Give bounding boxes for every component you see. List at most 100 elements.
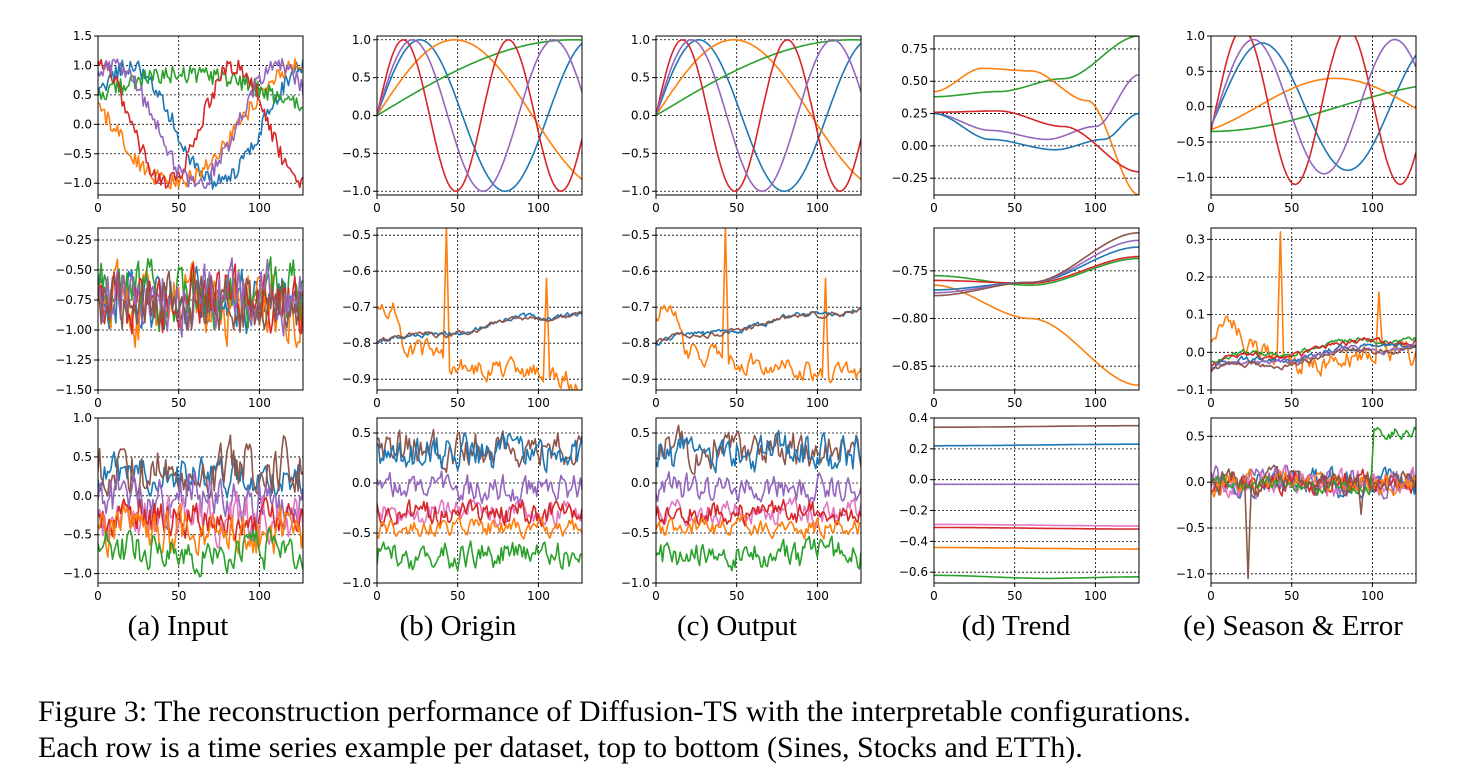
y-tick-label: 0.0 [631,476,650,490]
caption-output: (c) Output [677,610,797,642]
y-tick-label: −0.5 [342,228,371,242]
y-tick-label: 1.0 [631,33,650,47]
series-line [1211,42,1416,172]
y-tick-label: 0.2 [909,442,928,456]
series-line [934,526,1139,530]
y-tick-label: −0.5 [621,146,650,160]
y-tick-label: 0.2 [1186,270,1205,284]
x-tick-label: 0 [373,201,381,215]
caption-trend: (d) Trend [961,610,1071,642]
y-tick-label: −0.5 [1176,135,1205,149]
axes-frame [1210,35,1417,196]
axes-frame [933,35,1140,196]
series-line [656,515,861,540]
y-tick-label: 1.0 [1186,29,1205,43]
y-tick-label: 0.0 [73,489,92,503]
axes-frame [655,227,862,391]
x-tick-label: 0 [94,201,102,215]
y-tick-label: 0.75 [901,42,928,56]
caption-line-1: Figure 3: The reconstruction performance… [38,695,1191,728]
y-tick-label: −0.1 [1176,383,1205,397]
series-line [1211,336,1416,364]
series-line [656,228,861,384]
y-tick-label: −1.50 [55,383,92,397]
x-tick-label: 50 [1007,589,1022,600]
series-line [934,67,1139,195]
y-tick-label: −1.0 [63,176,92,190]
y-tick-label: 0.5 [1186,64,1205,78]
x-tick-label: 100 [1084,396,1107,410]
series-line [98,526,303,578]
caption-line-2: Each row is a time series example per da… [38,731,1083,764]
y-tick-label: 0.00 [901,139,928,153]
axes-frame [97,35,304,196]
y-tick-label: 0.5 [352,71,371,85]
x-tick-label: 100 [1361,396,1384,410]
panel-etth-origin: 0 50 100 0.5 0.0 −0.5 −1.0 [342,417,583,600]
panel-sines-input: 0 50 100 1.5 1.0 0.5 0.0 −0.5 −1.0 [63,29,304,215]
axes-frame [933,417,1140,584]
caption-origin: (b) Origin [399,610,517,642]
axes-frame [933,227,1140,391]
series-line [1211,77,1416,131]
panel-stocks-trend: 0 50 100 −0.75 −0.80 −0.85 [891,227,1140,410]
series-line [656,498,861,527]
y-tick-label: −0.9 [621,372,650,386]
x-tick-label: 100 [527,396,550,410]
y-tick-label: −0.80 [891,312,928,326]
y-tick-label: −0.6 [899,565,928,579]
panel-stocks-origin: 0 50 100 −0.5 −0.6 −0.7 −0.8 −0.9 [342,227,583,410]
x-tick-label: 0 [652,201,660,215]
x-tick-label: 50 [729,201,744,215]
x-tick-label: 0 [930,396,938,410]
series-line [934,112,1139,151]
panel-etth-output: 0 50 100 0.5 0.0 −0.5 −1.0 [621,417,862,600]
x-tick-label: 0 [930,589,938,600]
y-tick-label: −0.8 [342,336,371,350]
series-line [656,307,861,346]
axes-frame [1210,417,1417,584]
y-tick-label: −0.25 [891,171,928,185]
series-line [377,498,582,528]
panel-etth-input: 0 50 100 1.0 0.5 0.0 −0.5 −1.0 [63,411,304,600]
axes-frame [1210,227,1417,391]
y-tick-label: −1.0 [342,184,371,198]
series-line [377,39,582,192]
y-tick-label: −0.5 [63,147,92,161]
x-tick-label: 50 [729,396,744,410]
y-tick-label: −1.0 [63,567,92,581]
y-tick-label: −1.0 [621,184,650,198]
panel-etth-season: 0 50 100 0.5 0.0 −0.5 −1.0 [1176,417,1417,600]
x-tick-label: 50 [171,201,186,215]
y-tick-label: 0.5 [73,88,92,102]
x-tick-label: 50 [171,589,186,600]
y-tick-label: −0.5 [1176,521,1205,535]
series-line [656,424,861,475]
x-tick-label: 50 [729,589,744,600]
series-line [377,39,582,192]
x-tick-label: 50 [450,201,465,215]
series-line [377,39,582,192]
y-tick-label: −0.85 [891,359,928,373]
y-tick-label: 0.0 [909,473,928,487]
series-line [377,228,582,390]
x-tick-label: 0 [1207,201,1215,215]
series-line [377,540,582,572]
series-line [98,58,303,189]
y-tick-label: −1.0 [621,576,650,590]
y-tick-label: −0.5 [342,146,371,160]
x-tick-label: 100 [248,201,271,215]
axes-frame [376,35,583,196]
y-tick-label: −0.6 [342,264,371,278]
series-line [656,471,861,505]
series-line [377,311,582,344]
panel-stocks-input: 0 50 100 −0.25 −0.50 −0.75 −1.00 −1.25 −1.50 [55,227,304,410]
caption-input: (a) Input [127,610,229,642]
x-tick-label: 0 [1207,589,1215,600]
y-tick-label: −0.75 [55,293,92,307]
series-line [656,39,861,192]
x-tick-label: 0 [652,589,660,600]
x-tick-label: 50 [171,396,186,410]
series-line [656,535,861,572]
x-tick-label: 100 [1361,589,1384,600]
